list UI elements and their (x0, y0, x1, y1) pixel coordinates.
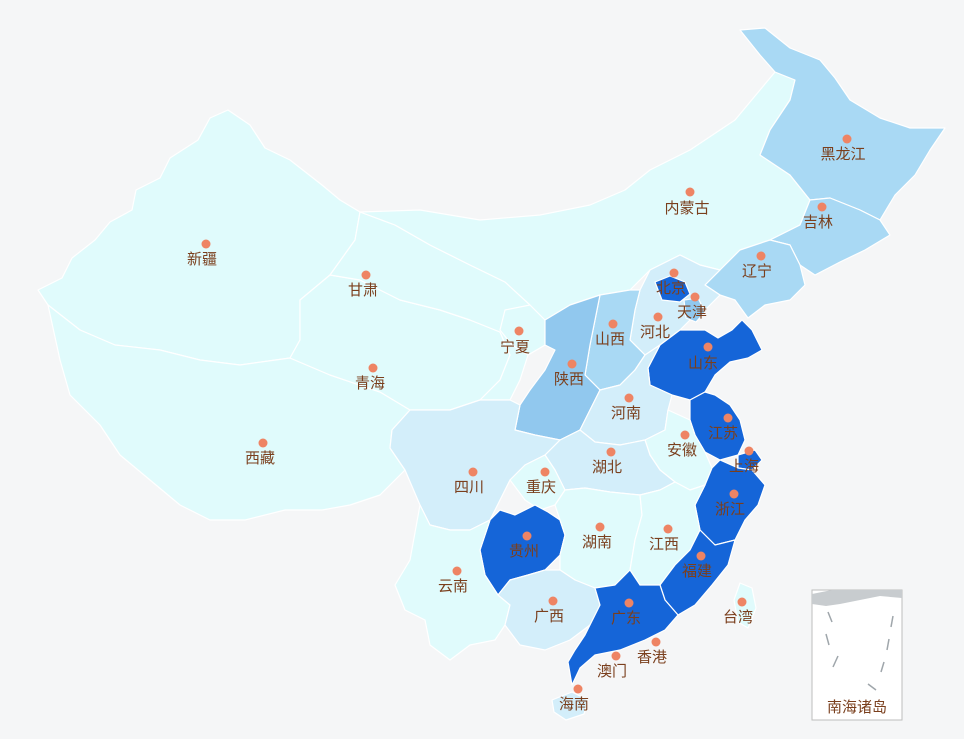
label-henan: 河南 (611, 404, 641, 422)
label-yunnan: 云南 (438, 577, 468, 595)
marker-guangdong[interactable] (624, 598, 634, 608)
marker-hebei[interactable] (653, 312, 663, 322)
label-jiangsu: 江苏 (708, 424, 738, 442)
marker-jiangsu[interactable] (723, 413, 733, 423)
label-tianjin: 天津 (677, 303, 707, 321)
marker-liaoning[interactable] (756, 251, 766, 261)
marker-yunnan[interactable] (452, 566, 462, 576)
label-hubei: 湖北 (592, 458, 622, 476)
label-zhejiang: 浙江 (715, 500, 745, 518)
marker-beijing[interactable] (669, 268, 679, 278)
marker-qinghai[interactable] (368, 363, 378, 373)
inset-dash (867, 683, 877, 691)
inset-dash (825, 633, 830, 646)
marker-sichuan[interactable] (468, 467, 478, 477)
province-xizang[interactable] (47, 304, 411, 521)
province-heilongjiang[interactable] (739, 27, 946, 221)
marker-taiwan[interactable] (737, 597, 747, 607)
south-china-sea-inset: 南海诸岛 (811, 589, 903, 721)
label-guangxi: 广西 (534, 607, 564, 625)
label-guizhou: 贵州 (509, 542, 539, 560)
inset-dash (890, 615, 894, 628)
marker-ningxia[interactable] (514, 326, 524, 336)
marker-fujian[interactable] (696, 551, 706, 561)
marker-guizhou[interactable] (522, 531, 532, 541)
label-anhui: 安徽 (667, 441, 697, 459)
marker-shaanxi[interactable] (567, 359, 577, 369)
label-xianggang: 香港 (637, 648, 667, 666)
label-shaanxi: 陕西 (554, 370, 584, 388)
label-ningxia: 宁夏 (500, 338, 530, 356)
label-jiangxi: 江西 (649, 535, 679, 553)
label-liaoning: 辽宁 (742, 262, 772, 280)
label-hunan: 湖南 (582, 533, 612, 551)
label-sichuan: 四川 (454, 478, 484, 496)
marker-xinjiang[interactable] (201, 239, 211, 249)
province-labels: 黑龙江 吉林 辽宁 内蒙古 新疆 甘肃 青海 西藏 宁夏 北京 天津 河北 山西… (187, 145, 866, 713)
label-aomen: 澳门 (597, 662, 627, 680)
label-fujian: 福建 (682, 562, 712, 580)
marker-tianjin[interactable] (690, 292, 700, 302)
label-taiwan: 台湾 (723, 608, 753, 626)
label-heilongjiang: 黑龙江 (820, 145, 865, 163)
inset-frame (811, 589, 903, 721)
label-hainan: 海南 (559, 695, 589, 713)
label-qinghai: 青海 (355, 374, 385, 392)
marker-anhui[interactable] (680, 430, 690, 440)
inset-coastline (812, 590, 902, 606)
marker-hubei[interactable] (606, 447, 616, 457)
marker-hunan[interactable] (595, 522, 605, 532)
label-chongqing: 重庆 (526, 478, 556, 496)
label-gansu: 甘肃 (348, 281, 378, 299)
label-hebei: 河北 (640, 323, 670, 341)
marker-shanghai[interactable] (744, 446, 754, 456)
marker-neimenggu[interactable] (685, 187, 695, 197)
province-beijing[interactable] (654, 275, 691, 303)
marker-henan[interactable] (624, 393, 634, 403)
province-markers (201, 134, 852, 694)
marker-guangxi[interactable] (548, 596, 558, 606)
marker-zhejiang[interactable] (729, 489, 739, 499)
marker-heilongjiang[interactable] (842, 134, 852, 144)
label-shanghai: 上海 (729, 457, 759, 475)
marker-xizang[interactable] (258, 438, 268, 448)
inset-dash (880, 661, 885, 673)
inset-dash (827, 611, 833, 623)
marker-shandong[interactable] (703, 342, 713, 352)
province-fujian[interactable] (659, 529, 736, 616)
label-beijing: 北京 (656, 279, 686, 297)
label-shandong: 山东 (688, 354, 718, 372)
marker-shanxi[interactable] (608, 319, 618, 329)
inset-label: 南海诸岛 (827, 698, 887, 716)
marker-chongqing[interactable] (540, 467, 550, 477)
label-xizang: 西藏 (245, 449, 275, 467)
inset-dash (832, 655, 839, 668)
marker-xianggang[interactable] (651, 637, 661, 647)
province-shapes (37, 27, 946, 721)
province-hainan[interactable] (551, 691, 589, 721)
label-shanxi: 山西 (595, 330, 625, 348)
marker-gansu[interactable] (361, 270, 371, 280)
label-jilin: 吉林 (803, 213, 833, 231)
marker-jiangxi[interactable] (663, 524, 673, 534)
marker-jilin[interactable] (817, 202, 827, 212)
marker-hainan[interactable] (573, 684, 583, 694)
province-guangdong[interactable] (567, 569, 679, 686)
province-taiwan[interactable] (733, 582, 757, 629)
inset-dash (886, 638, 890, 651)
label-xinjiang: 新疆 (187, 250, 217, 268)
label-guangdong: 广东 (611, 609, 641, 627)
marker-aomen[interactable] (611, 651, 621, 661)
label-neimenggu: 内蒙古 (664, 199, 709, 217)
